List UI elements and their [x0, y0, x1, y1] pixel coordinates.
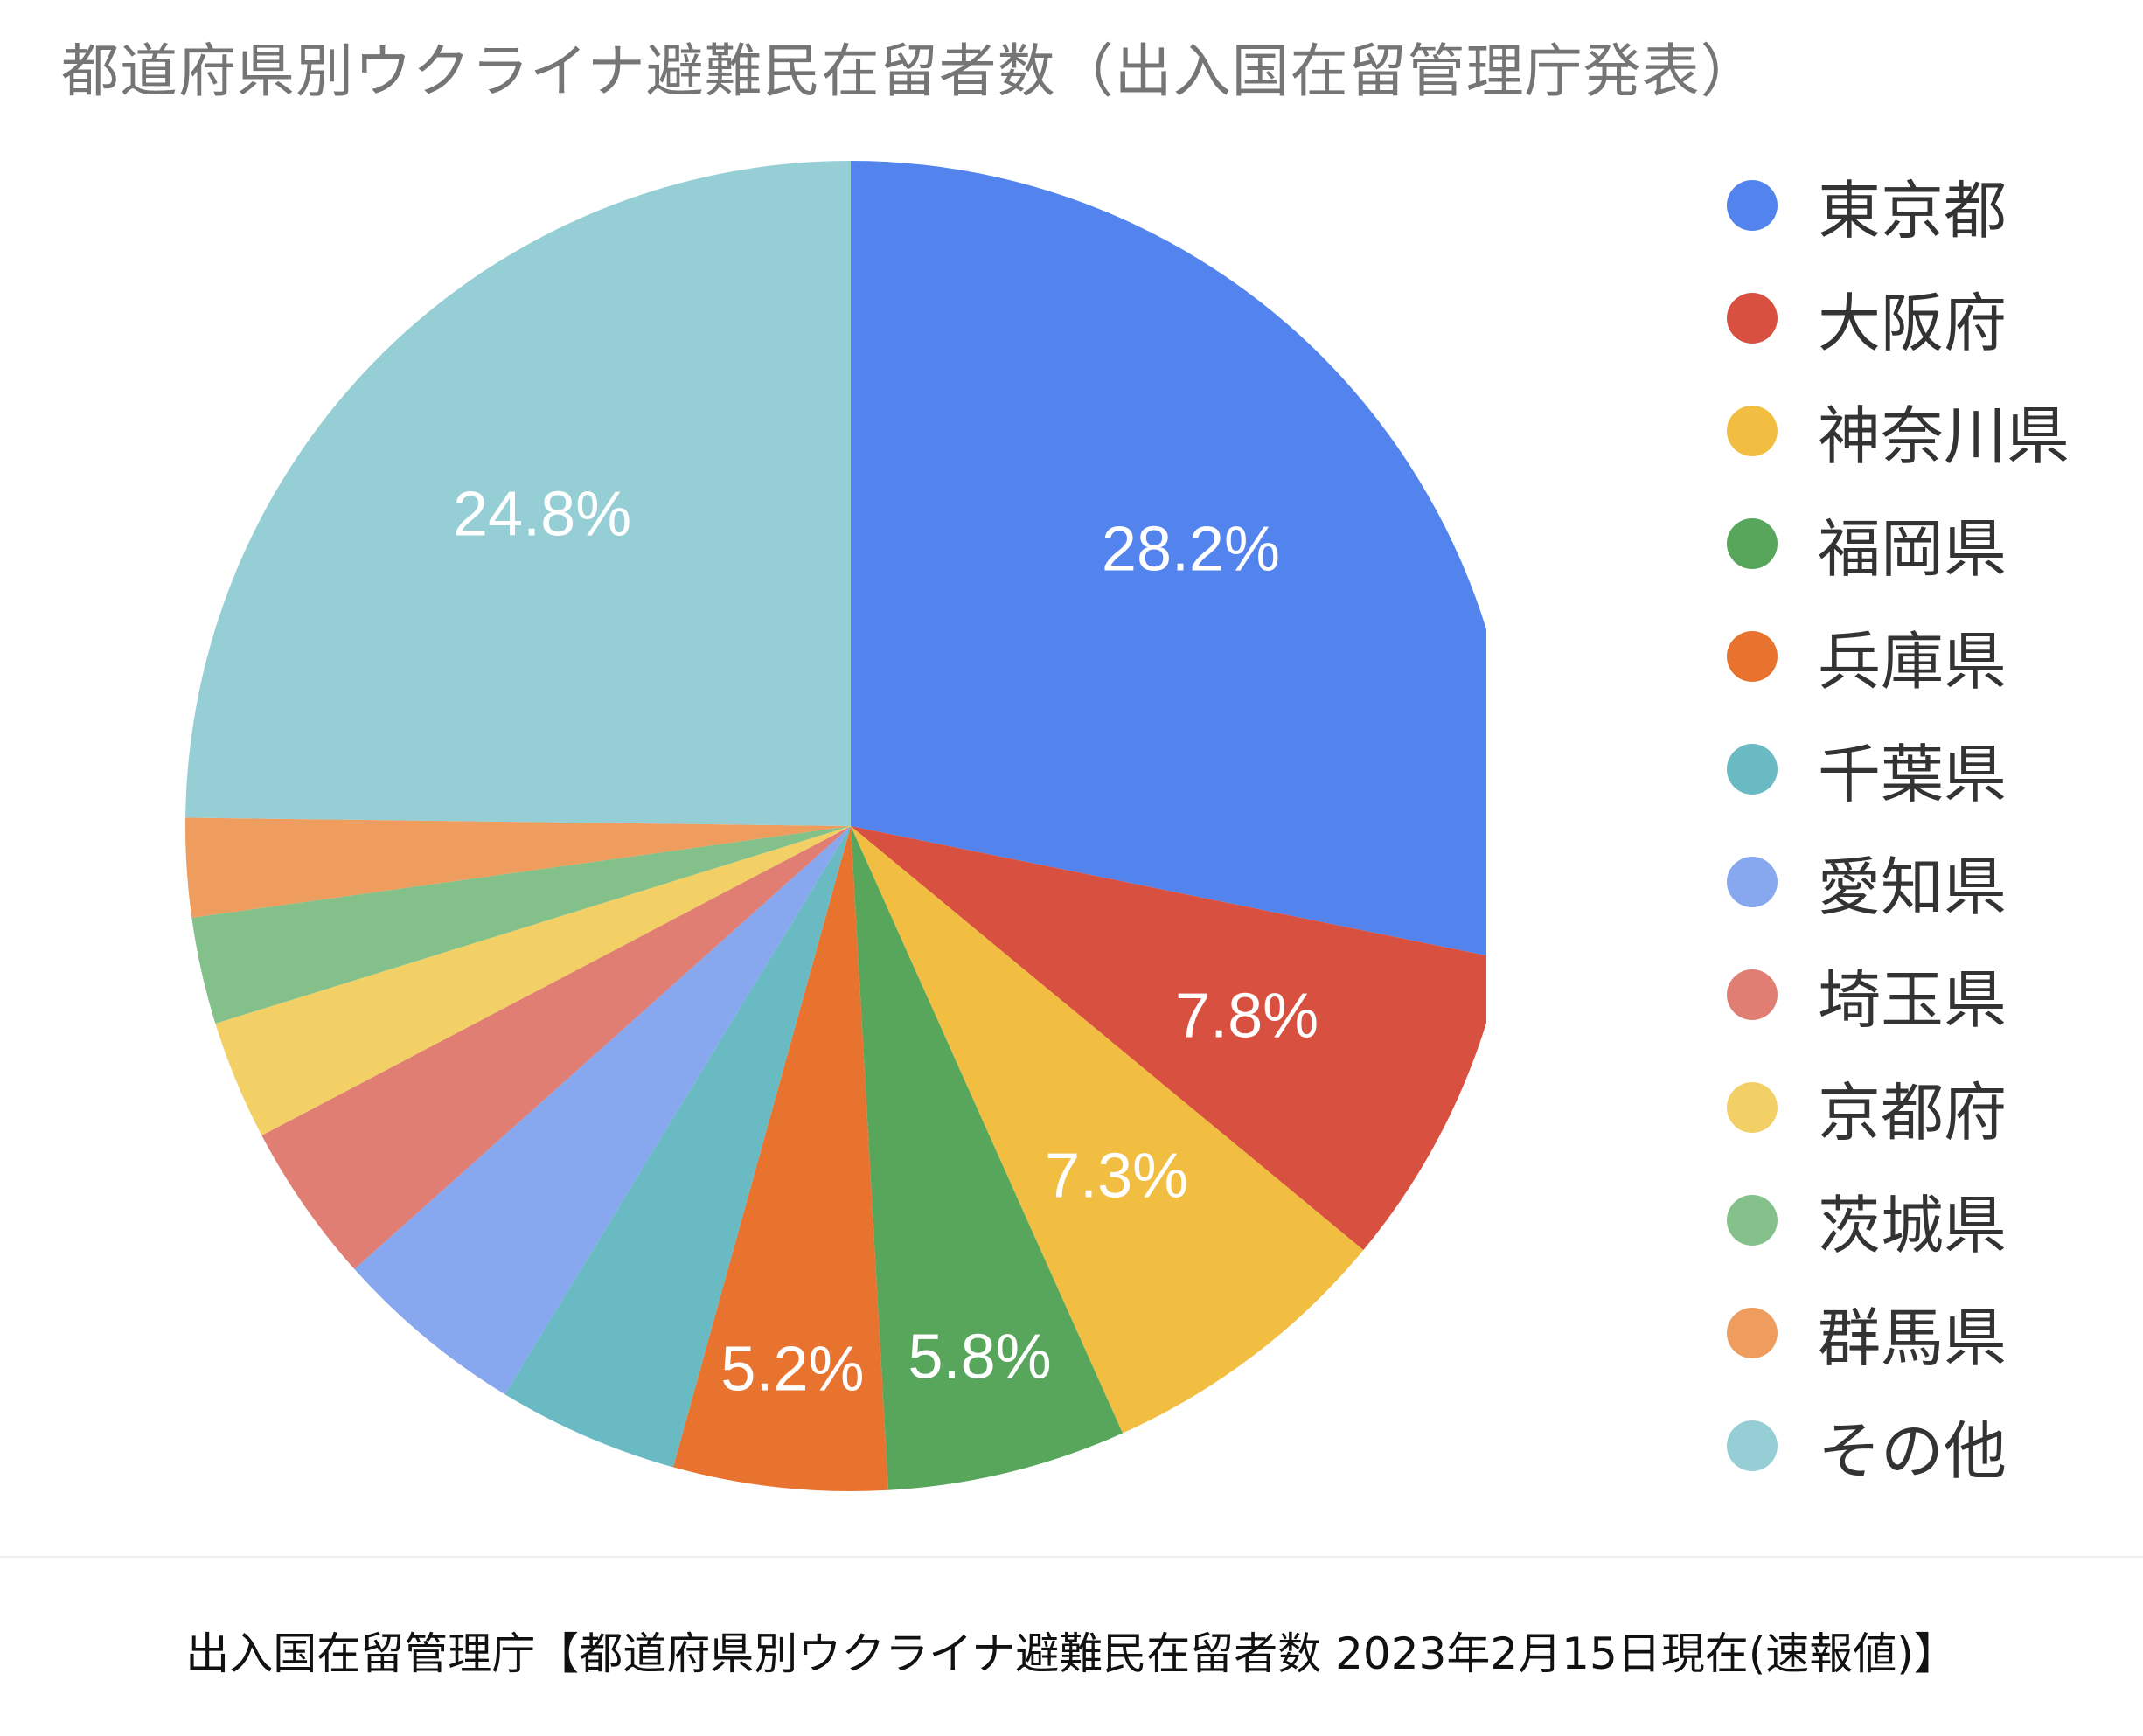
data-label-3: 5.8%	[908, 1322, 1052, 1392]
legend-label: 神奈川県	[1818, 399, 2070, 473]
legend-item: 茨城県	[1727, 1163, 2070, 1276]
data-label-2: 7.3%	[1045, 1142, 1188, 1212]
legend-label: その他	[1818, 1414, 2007, 1488]
legend-label: 茨城県	[1818, 1189, 2007, 1262]
legend-dot-icon	[1727, 405, 1778, 456]
legend-item: 福岡県	[1727, 487, 2070, 600]
legend-label: 東京都	[1818, 174, 2007, 247]
pie-chart: 28.2% 7.8% 7.3% 5.8% 5.2% 24.8%	[184, 161, 1486, 1491]
legend-dot-icon	[1727, 1307, 1778, 1358]
pie-slice-2	[851, 826, 1364, 1434]
pie-slice-9	[191, 826, 851, 1024]
pie-slice-11	[185, 161, 852, 826]
data-label-0: 28.2%	[1102, 514, 1280, 584]
legend-label: 愛知県	[1818, 851, 2007, 924]
legend-dot-icon	[1727, 969, 1778, 1020]
legend-label: 兵庫県	[1818, 625, 2007, 698]
legend-item: 群馬県	[1727, 1276, 2070, 1389]
legend-label: 福岡県	[1818, 512, 2007, 586]
pie-slice-8	[215, 826, 851, 1135]
legend-dot-icon	[1727, 292, 1778, 344]
divider	[0, 1556, 2143, 1558]
legend-item: 愛知県	[1727, 825, 2070, 938]
legend-dot-icon	[1727, 743, 1778, 795]
legend: 東京都大阪府神奈川県福岡県兵庫県千葉県愛知県埼玉県京都府茨城県群馬県その他	[1727, 149, 2070, 1502]
legend-dot-icon	[1727, 630, 1778, 682]
pie-slice-5	[504, 826, 851, 1468]
legend-dot-icon	[1727, 517, 1778, 569]
pie-slice-7	[261, 826, 851, 1269]
legend-item: 東京都	[1727, 149, 2070, 261]
legend-dot-icon	[1727, 1081, 1778, 1133]
legend-dot-icon	[1727, 179, 1778, 231]
source-caption: 出入国在留管理庁【都道府県別ウクライナ避難民在留者数 2023年2月15日現在(…	[185, 1628, 1958, 1679]
pie-slice-1	[851, 826, 1486, 1251]
legend-dot-icon	[1727, 856, 1778, 907]
legend-label: 千葉県	[1818, 738, 2007, 811]
legend-item: 神奈川県	[1727, 374, 2070, 487]
legend-label: 埼玉県	[1818, 963, 2007, 1037]
legend-item: 埼玉県	[1727, 938, 2070, 1051]
pie-slice-10	[184, 817, 851, 918]
data-label-1: 7.8%	[1175, 982, 1319, 1052]
pie-slice-4	[672, 826, 889, 1491]
legend-item: 兵庫県	[1727, 600, 2070, 712]
legend-item: その他	[1727, 1389, 2070, 1502]
legend-dot-icon	[1727, 1420, 1778, 1471]
chart-title: 都道府県別ウクライナ避難民在留者数（出入国在留管理庁発表）	[61, 38, 1759, 105]
legend-item: 千葉県	[1727, 712, 2070, 825]
pie-slice-6	[354, 826, 852, 1395]
pie-slice-0	[851, 161, 1486, 956]
pie-slice-3	[851, 826, 1123, 1490]
legend-item: 京都府	[1727, 1051, 2070, 1163]
data-label-4: 5.2%	[720, 1334, 864, 1404]
legend-dot-icon	[1727, 1194, 1778, 1246]
legend-item: 大阪府	[1727, 261, 2070, 374]
legend-label: 群馬県	[1818, 1302, 2007, 1375]
legend-label: 大阪府	[1818, 287, 2007, 360]
data-label-11: 24.8%	[453, 480, 631, 550]
legend-label: 京都府	[1818, 1076, 2007, 1149]
